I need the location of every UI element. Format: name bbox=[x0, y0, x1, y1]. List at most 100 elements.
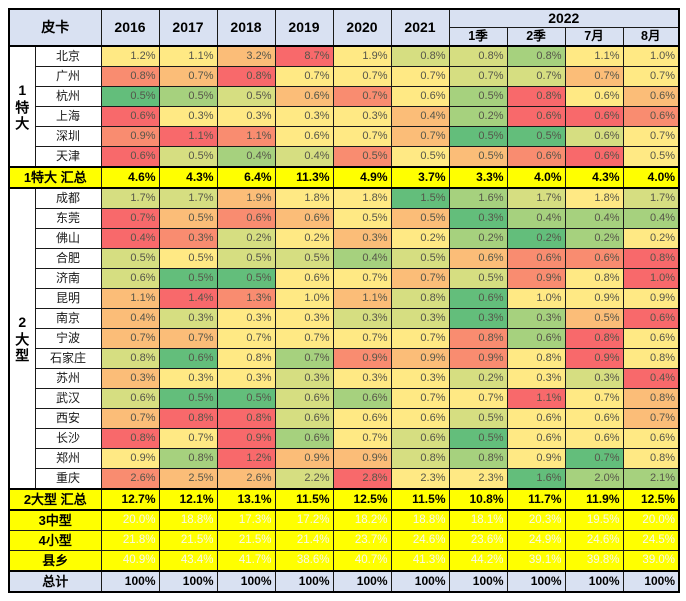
heat-cell: 0.5% bbox=[216, 388, 276, 409]
city-name-cell: 宁波 bbox=[34, 328, 102, 349]
total-value-cell: 100% bbox=[158, 570, 218, 593]
group-label-text: 2大型 bbox=[14, 313, 31, 364]
heat-cell: 0.3% bbox=[506, 308, 566, 329]
heat-cell: 0.6% bbox=[622, 308, 680, 329]
heat-cell: 0.8% bbox=[622, 388, 680, 409]
heat-cell: 0.6% bbox=[506, 408, 566, 429]
heat-cell: 0.7% bbox=[564, 66, 624, 87]
heat-cell: 2.1% bbox=[622, 468, 680, 490]
city-name-cell: 昆明 bbox=[34, 288, 102, 309]
summary-label-cell: 1特大 汇总 bbox=[8, 166, 102, 189]
heat-cell: 0.9% bbox=[332, 448, 392, 469]
city-name-cell: 西安 bbox=[34, 408, 102, 429]
heat-cell: 0.2% bbox=[448, 228, 508, 249]
city-row: 郑州 0.9% 0.8% 1.2% 0.9% 0.9% 0.8% 0.8% 0.9% 0.7% 0.… bbox=[9, 448, 680, 469]
aggregate-value-cell: 20.0% bbox=[622, 509, 680, 531]
total-value-cell: 100% bbox=[332, 570, 392, 593]
heat-cell: 0.7% bbox=[332, 86, 392, 107]
group-label-cell: 2大型 bbox=[8, 187, 36, 490]
heat-cell: 0.4% bbox=[100, 308, 160, 329]
heat-cell: 0.5% bbox=[448, 86, 508, 107]
heat-cell: 0.2% bbox=[390, 228, 450, 249]
heat-cell: 0.3% bbox=[332, 308, 392, 329]
heat-cell: 0.7% bbox=[622, 66, 680, 87]
aggregate-value-cell: 24.9% bbox=[506, 530, 566, 551]
heat-cell: 1.6% bbox=[506, 468, 566, 490]
aggregate-value-cell: 21.8% bbox=[100, 530, 160, 551]
heat-cell: 0.6% bbox=[390, 408, 450, 429]
total-value-cell: 100% bbox=[100, 570, 160, 593]
city-name-cell: 北京 bbox=[34, 45, 102, 67]
heat-cell: 0.9% bbox=[216, 428, 276, 449]
heat-cell: 0.5% bbox=[158, 208, 218, 229]
heat-cell: 1.2% bbox=[100, 45, 160, 67]
heat-cell: 0.5% bbox=[216, 268, 276, 289]
heat-cell: 0.3% bbox=[390, 368, 450, 389]
heat-cell: 0.7% bbox=[158, 428, 218, 449]
heat-cell: 0.6% bbox=[564, 86, 624, 107]
city-name-cell: 佛山 bbox=[34, 228, 102, 249]
heat-cell: 0.4% bbox=[216, 146, 276, 168]
heat-cell: 0.5% bbox=[100, 86, 160, 107]
col-header-2018: 2018 bbox=[216, 8, 276, 47]
city-name-cell: 杭州 bbox=[34, 86, 102, 107]
heat-cell: 0.3% bbox=[158, 368, 218, 389]
heat-cell: 1.1% bbox=[332, 288, 392, 309]
heat-cell: 0.8% bbox=[100, 66, 160, 87]
col-header-2022: 2022 bbox=[448, 8, 680, 28]
heat-cell: 0.7% bbox=[274, 328, 334, 349]
aggregate-value-cell: 39.1% bbox=[506, 550, 566, 572]
aggregate-value-cell: 40.9% bbox=[100, 550, 160, 572]
heat-cell: 2.6% bbox=[216, 468, 276, 490]
heat-cell: 0.9% bbox=[390, 348, 450, 369]
heat-cell: 0.2% bbox=[216, 228, 276, 249]
col-header-2017: 2017 bbox=[158, 8, 218, 47]
heat-cell: 0.8% bbox=[216, 66, 276, 87]
summary-value-cell: 11.9% bbox=[564, 488, 624, 511]
heat-cell: 0.8% bbox=[564, 328, 624, 349]
heat-cell: 0.2% bbox=[622, 228, 680, 249]
heat-cell: 2.8% bbox=[332, 468, 392, 490]
heat-cell: 0.6% bbox=[274, 408, 334, 429]
heat-cell: 0.5% bbox=[390, 248, 450, 269]
heat-cell: 0.3% bbox=[332, 368, 392, 389]
heat-cell: 0.6% bbox=[564, 106, 624, 127]
summary-value-cell: 3.7% bbox=[390, 166, 450, 189]
aggregate-value-cell: 44.2% bbox=[448, 550, 508, 572]
heat-cell: 0.6% bbox=[100, 106, 160, 127]
heat-cell: 0.3% bbox=[506, 368, 566, 389]
city-name-cell: 长沙 bbox=[34, 428, 102, 449]
heat-cell: 0.7% bbox=[622, 408, 680, 429]
heat-cell: 0.9% bbox=[506, 268, 566, 289]
city-name-cell: 济南 bbox=[34, 268, 102, 289]
heat-cell: 0.4% bbox=[390, 106, 450, 127]
summary-value-cell: 10.8% bbox=[448, 488, 508, 511]
heat-cell: 0.8% bbox=[622, 248, 680, 269]
heat-cell: 1.7% bbox=[100, 187, 160, 209]
heat-cell: 1.7% bbox=[506, 187, 566, 209]
heat-cell: 0.3% bbox=[448, 308, 508, 329]
total-value-cell: 100% bbox=[274, 570, 334, 593]
summary-value-cell: 12.1% bbox=[158, 488, 218, 511]
aggregate-value-cell: 18.8% bbox=[390, 509, 450, 531]
heat-cell: 0.7% bbox=[390, 388, 450, 409]
heat-cell: 0.8% bbox=[100, 348, 160, 369]
heat-cell: 1.0% bbox=[622, 45, 680, 67]
aggregate-value-cell: 24.6% bbox=[390, 530, 450, 551]
aggregate-value-cell: 41.3% bbox=[390, 550, 450, 572]
heat-cell: 1.1% bbox=[158, 126, 218, 147]
heat-cell: 0.8% bbox=[100, 428, 160, 449]
heat-cell: 0.2% bbox=[448, 106, 508, 127]
heat-cell: 0.5% bbox=[332, 146, 392, 168]
summary-value-cell: 13.1% bbox=[216, 488, 276, 511]
total-value-cell: 100% bbox=[564, 570, 624, 593]
heat-cell: 0.4% bbox=[100, 228, 160, 249]
aggregate-value-cell: 21.4% bbox=[274, 530, 334, 551]
heat-cell: 0.6% bbox=[274, 86, 334, 107]
city-row: 东莞 0.7% 0.5% 0.6% 0.6% 0.5% 0.5% 0.3% 0.4% 0.4% 0.… bbox=[9, 208, 680, 229]
heat-cell: 0.8% bbox=[158, 448, 218, 469]
aggregate-value-cell: 43.4% bbox=[158, 550, 218, 572]
heat-cell: 1.1% bbox=[100, 288, 160, 309]
heat-cell: 0.5% bbox=[274, 248, 334, 269]
